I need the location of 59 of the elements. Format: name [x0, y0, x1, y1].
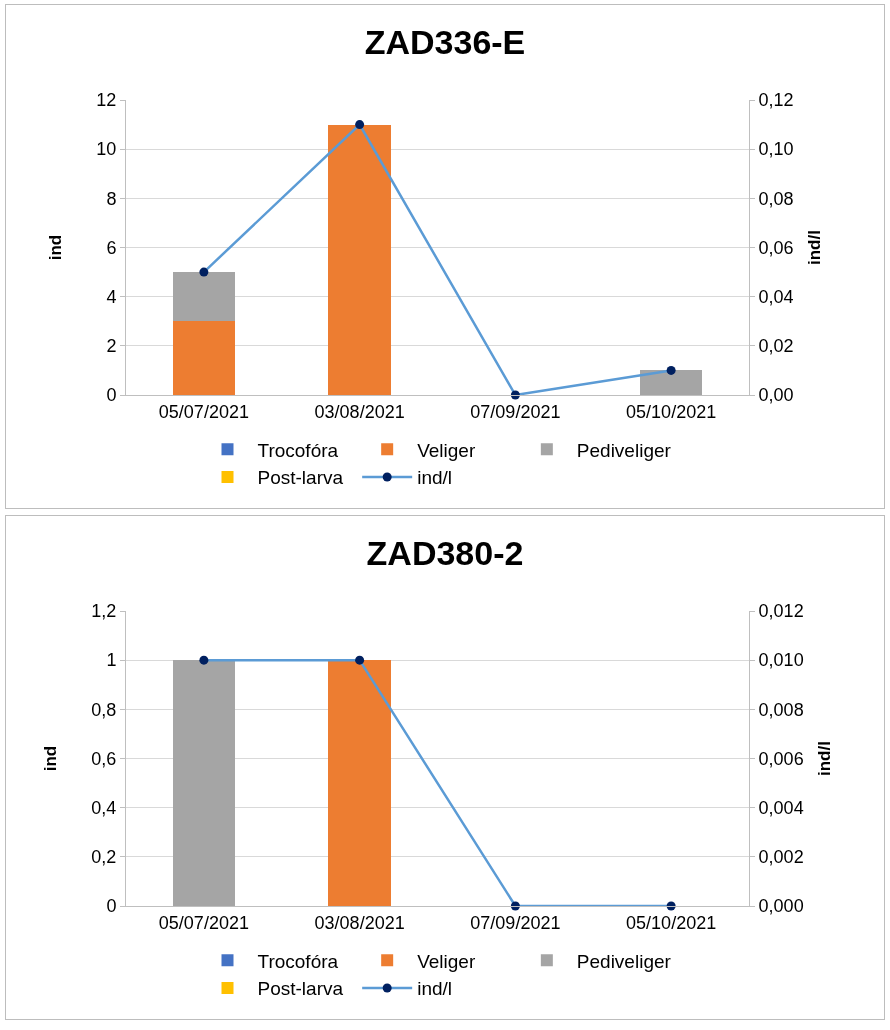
chart-title: ZAD336-E — [364, 22, 526, 61]
x-tick-label: 07/09/2021 — [470, 401, 561, 422]
point — [355, 120, 365, 130]
legend-label: Veliger — [417, 950, 476, 972]
y-tick-label: 2 — [106, 336, 117, 357]
y-tick-label: 0,4 — [91, 797, 117, 818]
y-axis-title: ind — [40, 745, 60, 772]
point — [666, 365, 676, 375]
y2-tick-label: 0,010 — [758, 650, 804, 671]
y2-tick-label: 0,002 — [758, 847, 804, 868]
legend-label: Post-larva — [257, 467, 344, 489]
point — [199, 267, 209, 277]
y2-tick-label: 0,004 — [758, 797, 804, 818]
y2-tick-label: 0,12 — [758, 90, 794, 111]
x-tick-label: 03/08/2021 — [314, 401, 405, 422]
legend-label: Veliger — [417, 439, 476, 461]
bar — [328, 124, 391, 395]
y-tick-label: 0,6 — [91, 748, 117, 769]
bar — [172, 321, 236, 395]
y-tick-label: 0,8 — [91, 699, 117, 720]
x-tick-label: 05/07/2021 — [158, 401, 249, 422]
y-tick-label: 12 — [96, 90, 117, 111]
bar — [639, 370, 703, 395]
y-tick-label: 1,2 — [91, 601, 117, 622]
bar — [172, 272, 236, 322]
y2-tick-label: 0,06 — [758, 237, 794, 258]
legend-label: ind/l — [417, 467, 453, 489]
y-tick-label: 0 — [106, 385, 117, 406]
x-tick-label: 05/10/2021 — [626, 912, 717, 933]
x-tick-label: 07/09/2021 — [470, 912, 561, 933]
y-tick-label: 10 — [96, 139, 117, 160]
y2-tick-label: 0,10 — [758, 139, 794, 160]
y2-tick-label: 0,08 — [758, 188, 794, 209]
y-tick-label: 0 — [106, 896, 117, 917]
legend-label: Pediveliger — [576, 950, 672, 972]
y-tick-label: 1 — [106, 650, 117, 671]
y2-tick-label: 0,00 — [758, 385, 794, 406]
y-axis-title: ind — [45, 234, 65, 261]
x-tick-label: 05/10/2021 — [626, 401, 717, 422]
legend-label: Pediveliger — [576, 439, 672, 461]
x-tick-label: 03/08/2021 — [314, 912, 405, 933]
y-tick-label: 4 — [106, 286, 117, 307]
y-tick-label: 0,2 — [91, 847, 117, 868]
y2-axis-title: ind/l — [805, 230, 825, 265]
legend-label: ind/l — [417, 978, 453, 1000]
y2-tick-label: 0,006 — [758, 748, 804, 769]
y2-tick-label: 0,012 — [758, 601, 804, 622]
y2-tick-label: 0,02 — [758, 336, 794, 357]
y2-tick-label: 0,000 — [758, 896, 804, 917]
legend-label: Trocofóra — [257, 439, 339, 461]
x-tick-label: 05/07/2021 — [158, 912, 249, 933]
legend-label: Trocofóra — [257, 950, 339, 972]
legend-label: Post-larva — [257, 978, 344, 1000]
y2-axis-title: ind/l — [815, 741, 835, 776]
y-tick-label: 6 — [106, 237, 117, 258]
y2-tick-label: 0,04 — [758, 286, 794, 307]
chart-title: ZAD380-2 — [366, 533, 524, 572]
y-tick-label: 8 — [106, 188, 117, 209]
y2-tick-label: 0,008 — [758, 699, 804, 720]
